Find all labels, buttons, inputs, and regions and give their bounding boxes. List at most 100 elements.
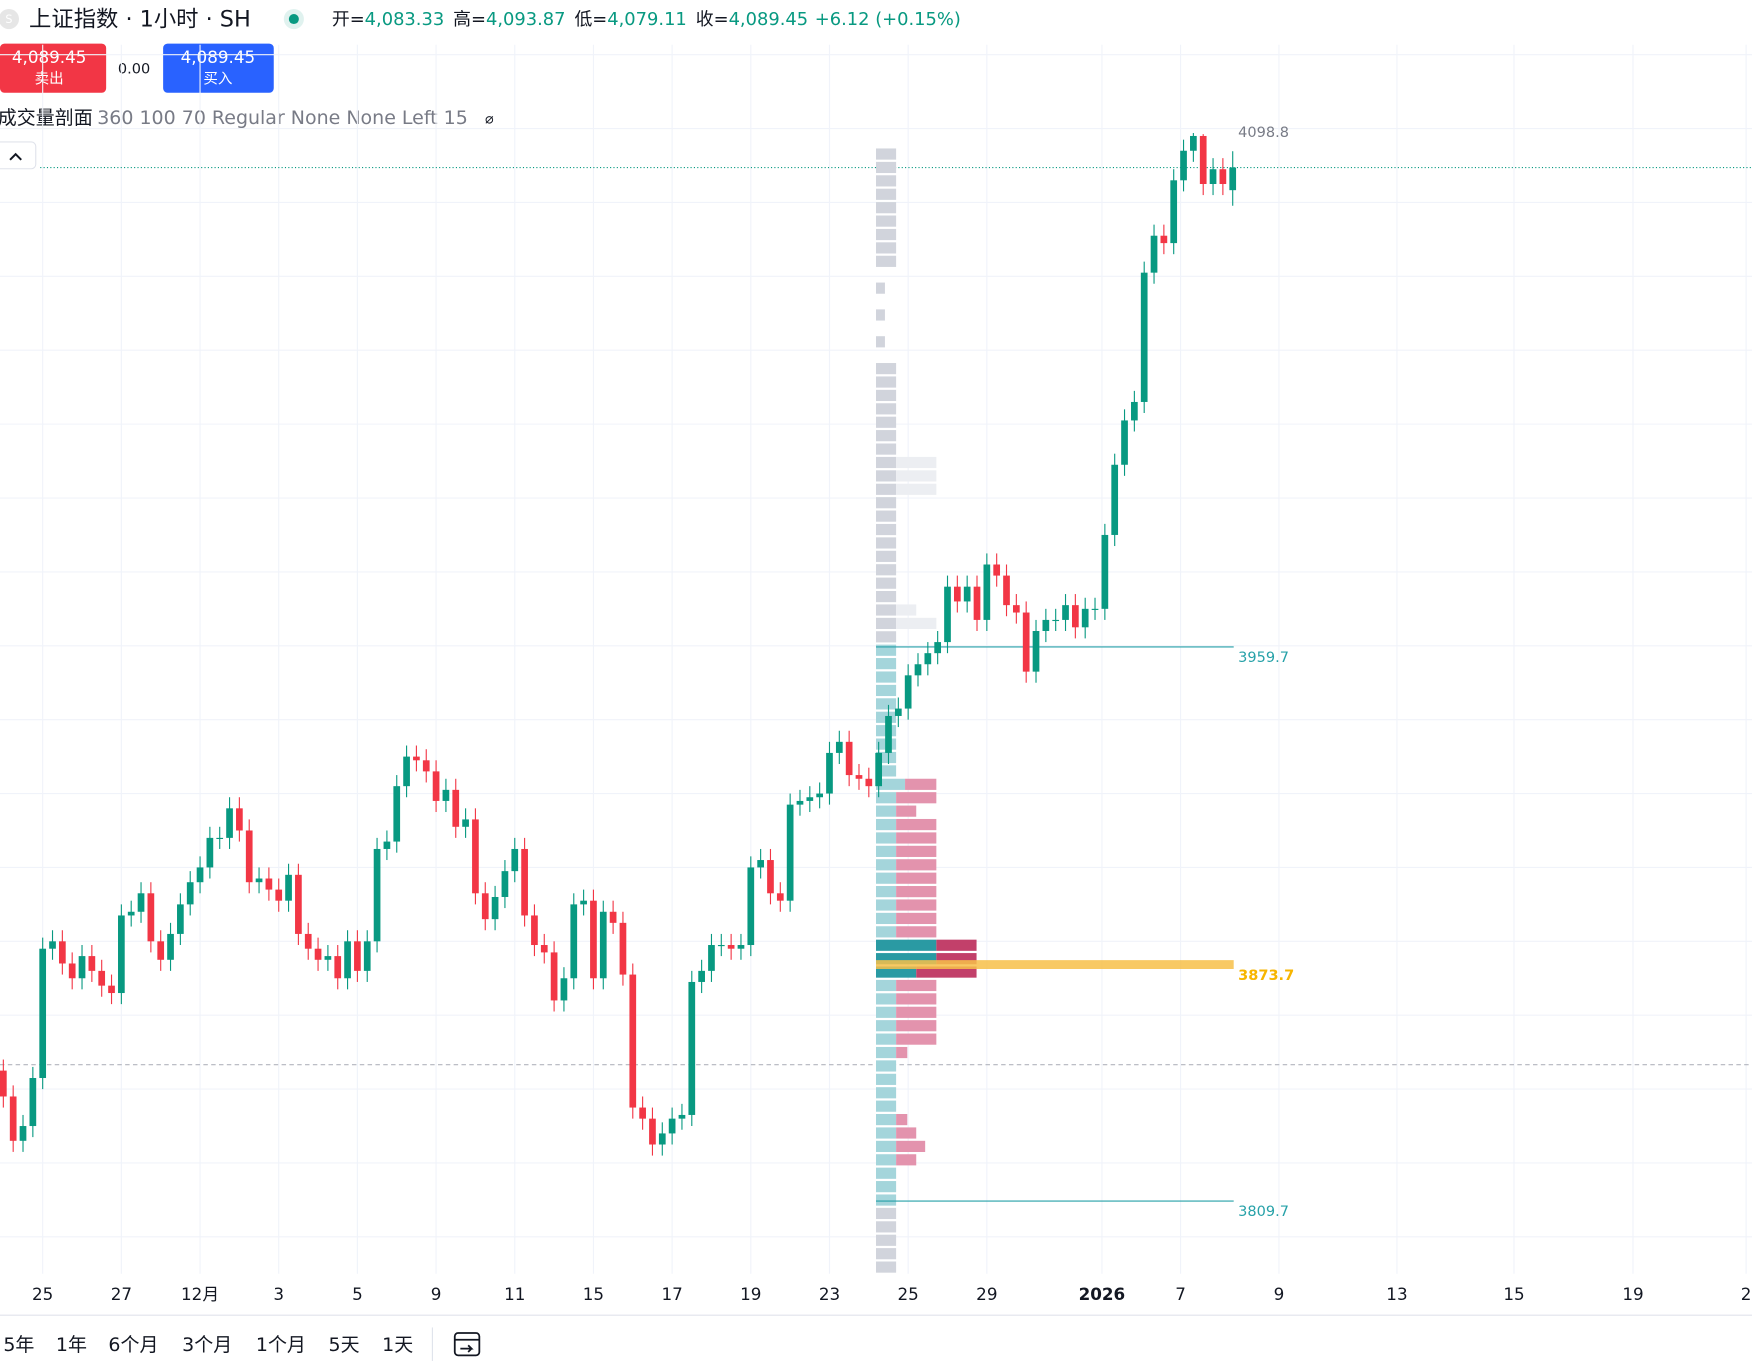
profile-up [876,818,897,831]
candle-body [1012,605,1020,613]
candle-body [658,1133,666,1145]
timeframe-button[interactable]: 1年 [56,1334,87,1356]
profile-down [896,818,937,831]
calendar-icon[interactable] [453,1332,481,1357]
vah-label: 3959.7 [1238,650,1289,666]
candle-body [993,564,1001,576]
profile-down [896,456,937,469]
sell-price[interactable]: 4,089.45 [12,47,87,67]
candle-body [245,830,253,883]
profile-up [876,953,937,965]
profile-up [876,255,897,267]
profile-up [876,859,897,871]
profile-up [876,483,897,495]
candle-body [521,848,528,916]
candle-body [118,915,125,994]
timeframe-button[interactable]: 5天 [329,1334,360,1356]
candle-body [88,956,96,971]
candle-body [639,1107,646,1119]
indicator-name[interactable]: 成交量剖面 [0,107,93,129]
profile-down [896,886,937,898]
candle-body [19,1126,27,1141]
candle-body [432,771,440,801]
indicator-hide-icon[interactable]: ⌀ [485,112,494,128]
candle-body [0,1070,7,1097]
ohlc-value: 4,079.11 [607,9,687,30]
candle-body [373,848,381,942]
profile-up [876,309,885,321]
profile-up [876,1181,897,1193]
candle-body [1022,612,1030,672]
profile-up [876,537,897,549]
profile-up [876,1221,897,1233]
timeframe-button[interactable]: 3个月 [182,1334,232,1356]
profile-up [876,617,897,629]
candle-body [177,904,184,934]
profile-down [896,470,937,482]
candle-body [206,837,214,868]
candle-body [1003,575,1010,606]
profile-up [876,1033,897,1045]
x-tick-label: 13 [1386,1284,1407,1304]
sell-label[interactable]: 卖出 [35,70,64,87]
profile-up [876,899,897,911]
profile-up [876,1046,897,1059]
profile-up [876,1261,897,1273]
candle-body [216,837,224,839]
candle-body [29,1078,37,1127]
timeframe-button[interactable]: 5年 [3,1334,34,1356]
profile-up [876,1060,897,1072]
profile-up [876,671,897,683]
candle-body [855,775,863,779]
profile-down [896,899,937,911]
candle-body [1131,401,1138,421]
candle-body [472,819,479,894]
x-tick-label: 9 [1274,1284,1285,1304]
val-label: 3809.7 [1238,1204,1289,1220]
candle-body [727,945,735,949]
candle-body [59,941,66,964]
candle-body [1091,608,1099,610]
candle-body [973,586,981,620]
profile-up [876,443,897,455]
buy-label[interactable]: 买入 [203,70,232,87]
profile-up [876,510,897,522]
profile-up [876,161,897,174]
profile-up [876,1194,897,1206]
timeframe-button[interactable]: 1天 [382,1334,413,1356]
profile-up [876,684,897,697]
timeframe-button[interactable]: 6个月 [108,1334,158,1356]
candle-body [196,867,204,883]
candle-body [845,741,853,776]
buy-price[interactable]: 4,089.45 [181,47,256,67]
buy-button[interactable] [163,43,274,93]
candle-body [167,933,174,960]
profile-up [876,175,897,187]
candle-body [1180,150,1187,181]
profile-down [896,1154,917,1166]
profile-down [896,1020,937,1032]
profile-up [876,1006,897,1018]
profile-down [896,617,937,629]
candle-body [609,911,617,923]
candle-body [865,778,873,787]
candle-body [137,893,145,912]
candle-body [1140,272,1148,402]
sell-button[interactable] [0,43,107,93]
candle-body [599,911,607,979]
profile-down [896,604,917,616]
profile-up [876,148,897,160]
x-tick-label: 15 [583,1284,604,1304]
candle-body [285,874,292,901]
candle-body [560,978,568,1001]
candle-body [186,882,194,905]
timeframe-button[interactable]: 1个月 [256,1334,306,1356]
candle-body [265,878,273,890]
profile-down [896,912,937,925]
profile-up [876,1154,897,1166]
candle-body [953,586,961,602]
profile-down [896,1113,908,1126]
profile-up [876,778,906,790]
profile-up [876,215,897,227]
candle-body [78,956,86,979]
